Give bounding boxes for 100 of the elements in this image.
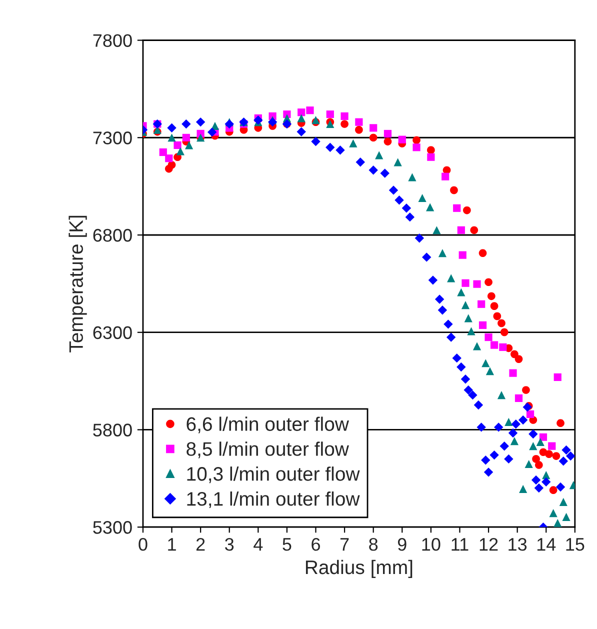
point: [168, 134, 176, 142]
point: [464, 314, 472, 322]
point: [444, 320, 453, 329]
point: [384, 138, 392, 146]
x-tick-label: 3: [225, 538, 234, 551]
point: [336, 145, 345, 155]
y-axis-title: Temperature [K]: [68, 216, 87, 352]
point: [509, 369, 517, 377]
point: [418, 194, 426, 202]
point: [484, 333, 492, 342]
x-tick-label: 11: [452, 538, 468, 551]
point: [556, 482, 566, 492]
point: [182, 134, 190, 142]
legend-label: 10,3 l/min outer flow: [187, 466, 360, 484]
point: [297, 114, 306, 122]
point: [384, 130, 392, 138]
point: [473, 280, 481, 288]
point: [446, 332, 456, 342]
point: [394, 158, 402, 166]
point: [405, 212, 415, 222]
y-tick-label: 6300: [93, 326, 132, 340]
point: [442, 172, 450, 180]
point: [412, 144, 420, 152]
point: [355, 126, 363, 134]
point: [457, 288, 466, 296]
point: [504, 418, 513, 426]
point: [490, 341, 498, 349]
point: [478, 300, 486, 308]
x-axis-title: Radius [mm]: [306, 560, 412, 578]
legend-label: 8,5 l/min outer flow: [186, 442, 349, 458]
point: [487, 292, 496, 300]
point: [368, 166, 378, 175]
point: [168, 160, 176, 169]
point: [476, 422, 486, 432]
point: [185, 141, 194, 150]
point: [349, 139, 358, 148]
point: [394, 196, 404, 205]
point: [518, 415, 528, 425]
point: [434, 294, 444, 304]
point: [562, 445, 571, 455]
point: [554, 518, 562, 528]
point: [539, 433, 548, 441]
point: [545, 450, 553, 458]
point: [554, 373, 562, 381]
x-tick-label: 5: [282, 538, 292, 551]
point: [478, 321, 487, 329]
point: [514, 394, 523, 402]
point: [470, 226, 478, 234]
point: [311, 136, 320, 146]
point: [428, 276, 438, 285]
point: [356, 158, 365, 167]
point: [559, 498, 568, 506]
point: [486, 367, 494, 376]
point: [326, 142, 335, 152]
x-tick-label: 1: [168, 538, 176, 551]
point: [497, 391, 506, 400]
point: [528, 429, 538, 439]
point: [207, 128, 217, 137]
point: [438, 306, 448, 315]
point: [532, 455, 540, 463]
point: [548, 442, 556, 450]
point: [268, 117, 278, 127]
legend-label: 6,6 l/min outer flow: [186, 416, 349, 434]
point: [326, 120, 334, 128]
point: [531, 475, 541, 485]
point: [478, 249, 487, 258]
point: [566, 451, 575, 461]
point: [427, 146, 435, 154]
point: [408, 173, 416, 182]
point: [510, 436, 518, 446]
x-tick-label: 10: [422, 538, 440, 551]
x-tick-label: 12: [480, 538, 498, 551]
point: [558, 456, 568, 466]
y-tick-label: 6800: [93, 228, 132, 242]
point: [340, 120, 348, 128]
point: [498, 319, 506, 328]
point: [534, 483, 544, 493]
point: [165, 154, 173, 162]
point: [508, 428, 518, 438]
point: [460, 374, 470, 384]
point: [453, 204, 461, 212]
y-tick-label: 5300: [93, 521, 132, 534]
point: [369, 134, 378, 142]
x-tick-label: 15: [566, 538, 584, 551]
point: [426, 203, 434, 212]
point: [427, 153, 435, 161]
point: [556, 419, 564, 428]
point: [504, 454, 514, 464]
point: [484, 468, 494, 477]
y-tick-label: 5800: [93, 424, 132, 436]
point: [174, 141, 182, 150]
point: [549, 509, 558, 518]
point: [442, 166, 451, 174]
legend-label: 13,1 l/min outer flow: [187, 491, 360, 508]
point: [167, 123, 176, 132]
point: [490, 450, 499, 460]
point: [534, 461, 543, 469]
point: [447, 274, 456, 282]
x-tick-label: 8: [369, 538, 378, 551]
point: [422, 252, 432, 262]
